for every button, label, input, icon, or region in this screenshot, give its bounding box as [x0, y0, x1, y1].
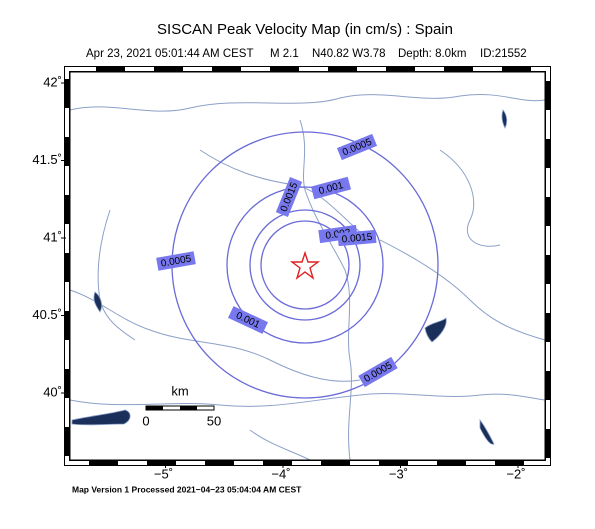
lakes	[71, 109, 508, 445]
river	[69, 289, 361, 382]
contour-label-box	[156, 251, 196, 271]
contour	[249, 209, 361, 321]
lat-tick-label: 40˚	[43, 384, 62, 399]
scale-bar-segment	[146, 406, 163, 410]
subtitle-location: N40.82 W3.78	[312, 48, 386, 60]
contour-label: 0.0005	[358, 356, 398, 388]
lat-tick-label: 41˚	[43, 229, 62, 244]
contour-label: 0.0005	[156, 251, 196, 271]
lake	[424, 317, 447, 343]
contours	[171, 131, 439, 399]
contour-label-text: 0.0005	[160, 253, 192, 269]
lat-tick-label: 40.5˚	[32, 307, 62, 322]
contour-label-text: 0.0015	[341, 232, 373, 246]
lon-tick-label: −4˚	[271, 466, 290, 481]
lon-tick-label: −2˚	[506, 466, 525, 481]
subtitle-id: ID:21552	[480, 48, 527, 60]
lake	[71, 409, 131, 426]
contour	[171, 131, 439, 399]
lat-tick-label: 42˚	[43, 74, 62, 89]
scale-start: 0	[142, 413, 149, 428]
contour-label-box	[336, 133, 378, 161]
river	[69, 393, 546, 407]
contour-label-box	[337, 229, 377, 247]
subtitle-depth: Depth: 8.0km	[398, 48, 466, 60]
river	[299, 119, 352, 461]
contour-label: 0.0015	[337, 229, 377, 247]
lon-tick-label: −3˚	[389, 466, 408, 481]
lake	[501, 109, 508, 129]
contour-label-box	[358, 356, 398, 388]
lake	[479, 418, 495, 445]
title: SISCAN Peak Velocity Map (in cm/s) : Spa…	[157, 21, 453, 38]
lon-tick-label: −5˚	[154, 466, 173, 481]
contour	[226, 186, 384, 344]
lake	[93, 291, 103, 313]
frame	[64, 66, 551, 466]
river	[439, 149, 501, 247]
rivers	[69, 93, 546, 461]
scale-unit: km	[171, 383, 188, 398]
footer: Map Version 1 Processed 2021−04−23 05:04…	[72, 484, 302, 494]
contour-label-box	[228, 306, 268, 334]
contour-label-box	[275, 176, 303, 218]
river	[69, 93, 546, 112]
river	[379, 239, 546, 341]
scale-bar-segment	[180, 406, 197, 410]
scale-end: 50	[207, 413, 221, 428]
lat-tick-label: 41.5˚	[32, 152, 62, 167]
contour-label: 0.001	[310, 176, 352, 200]
subtitle-magnitude: M 2.1	[270, 48, 299, 60]
contour-label-box	[310, 176, 352, 200]
epicenter-star	[289, 250, 321, 280]
contour-label: 0.001	[228, 306, 268, 334]
frame-border	[64, 66, 551, 466]
frame-border-dash	[65, 67, 550, 465]
subtitle: Apr 23, 2021 05:01:44 AM CEST M 2.1 N40.…	[86, 48, 527, 60]
river	[249, 429, 311, 461]
scale-bar: km 0 50	[142, 383, 221, 428]
contour	[260, 220, 350, 310]
subtitle-date: Apr 23, 2021 05:01:44 AM CEST	[86, 48, 254, 60]
